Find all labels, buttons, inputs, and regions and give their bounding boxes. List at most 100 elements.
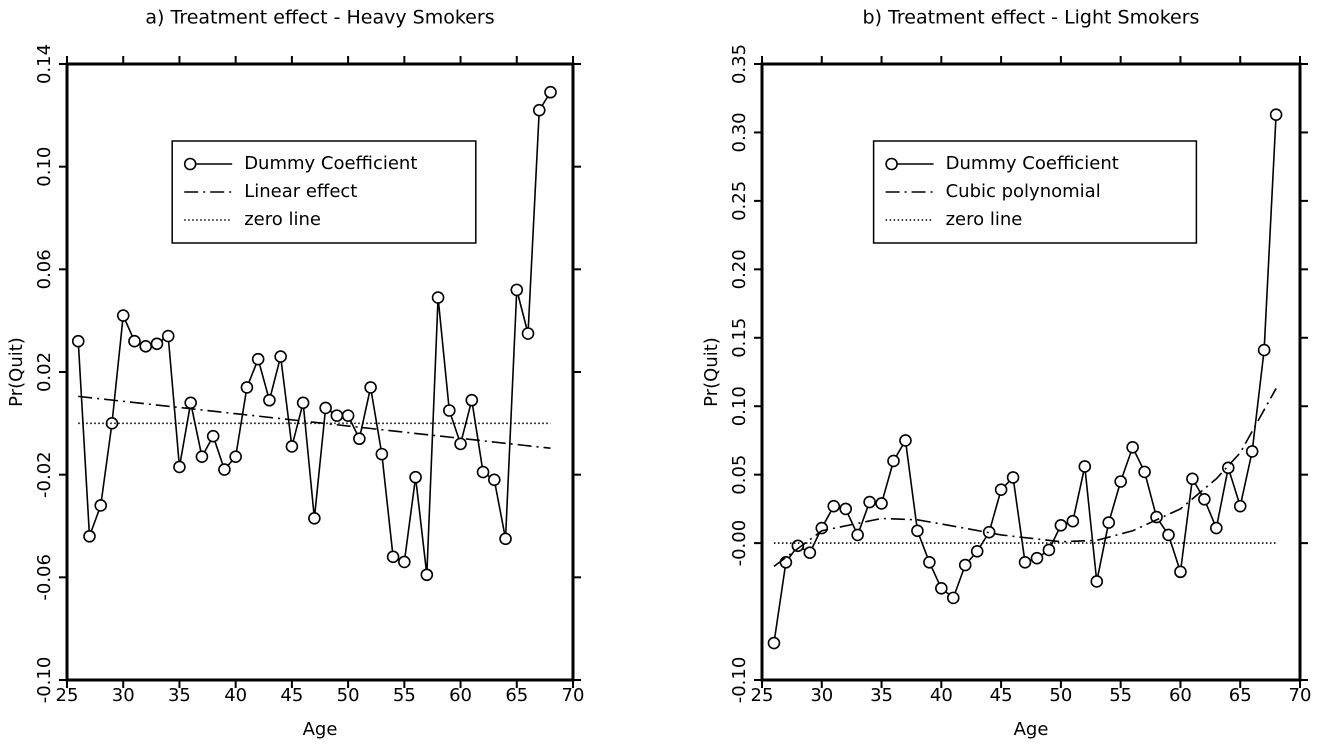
- data-point: [173, 460, 186, 474]
- data-point: [274, 350, 287, 363]
- data-point: [532, 103, 546, 117]
- x-tick-label: 35: [168, 685, 191, 706]
- data-point: [510, 283, 524, 297]
- data-point: [1150, 510, 1163, 524]
- data-point: [353, 432, 366, 446]
- chart-title: a) Treatment effect - Heavy Smokers: [145, 7, 494, 29]
- x-axis-label: Age: [1014, 719, 1049, 740]
- data-point: [319, 401, 332, 415]
- data-point: [767, 636, 781, 650]
- data-point: [499, 532, 512, 546]
- data-point: [218, 463, 231, 476]
- y-tick-label: 0.10: [34, 147, 55, 187]
- legend-label: zero line: [946, 209, 1023, 230]
- data-point: [240, 381, 254, 394]
- data-point: [803, 546, 817, 559]
- data-point: [970, 545, 984, 558]
- x-axis-label: Age: [303, 719, 338, 740]
- data-point: [229, 450, 242, 464]
- data-point: [521, 327, 535, 340]
- data-point: [206, 429, 220, 443]
- series-line: [773, 388, 1277, 568]
- data-point: [375, 447, 389, 461]
- data-point: [946, 591, 960, 605]
- data-point: [1126, 440, 1139, 454]
- data-point: [1138, 465, 1151, 479]
- data-point: [341, 409, 355, 422]
- data-point: [1210, 521, 1223, 535]
- data-point: [139, 340, 153, 353]
- x-tick-label: 40: [930, 685, 953, 706]
- x-tick-label: 65: [1229, 685, 1252, 706]
- data-point: [285, 440, 299, 453]
- x-tick-label: 60: [449, 685, 472, 706]
- y-tick-label: 0.15: [729, 318, 750, 358]
- data-point: [1030, 551, 1044, 565]
- y-tick-label: 0.20: [729, 249, 750, 289]
- y-axis-label: Pr(Quit): [701, 337, 722, 407]
- data-point: [150, 337, 164, 351]
- data-point: [184, 396, 197, 410]
- legend-marker: [885, 157, 898, 171]
- data-point: [330, 409, 344, 422]
- data-point: [1090, 575, 1104, 588]
- data-point: [815, 521, 829, 535]
- data-point: [839, 502, 852, 516]
- plot: b) Treatment effect - Light Smokers Age Pr…: [701, 7, 1311, 741]
- y-axis-label: Pr(Quit): [6, 337, 27, 407]
- data-point: [431, 291, 445, 304]
- data-point: [779, 555, 793, 569]
- data-point: [476, 465, 490, 479]
- data-point: [851, 528, 864, 542]
- y-tick-label: 0.14: [34, 44, 55, 84]
- y-tick-label: 0.35: [729, 44, 750, 84]
- x-tick-label: 50: [337, 685, 360, 706]
- y-tick-label: 0.10: [729, 386, 750, 426]
- data-point: [83, 529, 96, 543]
- x-tick-label: 55: [393, 685, 416, 706]
- y-tick-label: 0.02: [34, 352, 55, 392]
- data-point: [1042, 543, 1056, 557]
- data-point: [1066, 514, 1080, 528]
- data-point: [454, 437, 467, 451]
- data-point: [1054, 519, 1068, 532]
- data-point: [887, 454, 900, 468]
- data-point: [409, 470, 422, 484]
- y-tick-label: -0.10: [729, 657, 750, 704]
- data-point: [1245, 445, 1259, 458]
- data-point: [71, 334, 85, 348]
- x-tick-label: 30: [810, 685, 833, 706]
- data-point: [1269, 108, 1283, 121]
- data-point: [465, 393, 479, 407]
- data-point: [923, 555, 936, 569]
- data-point: [308, 511, 321, 525]
- plot-frame: [65, 62, 575, 682]
- legend-label: Dummy Coefficient: [946, 153, 1119, 174]
- legend-label: zero line: [244, 209, 321, 230]
- x-tick-label: 25: [56, 685, 79, 706]
- data-point: [1162, 528, 1175, 542]
- data-point: [263, 393, 276, 407]
- data-point: [863, 495, 876, 509]
- y-tick-label: -0.00: [729, 520, 750, 567]
- data-point: [1114, 475, 1127, 488]
- x-tick-label: 65: [505, 685, 528, 706]
- data-point: [1078, 460, 1092, 473]
- y-tick-label: 0.25: [729, 181, 750, 221]
- data-point: [116, 309, 130, 322]
- x-tick-label: 25: [751, 685, 774, 706]
- x-tick-label: 60: [1169, 685, 1192, 706]
- x-tick-label: 40: [224, 685, 247, 706]
- data-point: [1198, 493, 1211, 506]
- legend-label: Cubic polynomial: [946, 181, 1101, 202]
- x-tick-label: 50: [1049, 685, 1072, 706]
- data-point: [398, 555, 411, 569]
- data-point: [994, 483, 1008, 497]
- data-point: [544, 85, 557, 99]
- y-tick-label: -0.02: [34, 451, 55, 498]
- series-line: [78, 395, 551, 450]
- legend-label: Dummy Coefficient: [244, 153, 417, 174]
- data-point: [105, 417, 119, 430]
- data-point: [1018, 555, 1032, 569]
- data-point: [1221, 461, 1235, 475]
